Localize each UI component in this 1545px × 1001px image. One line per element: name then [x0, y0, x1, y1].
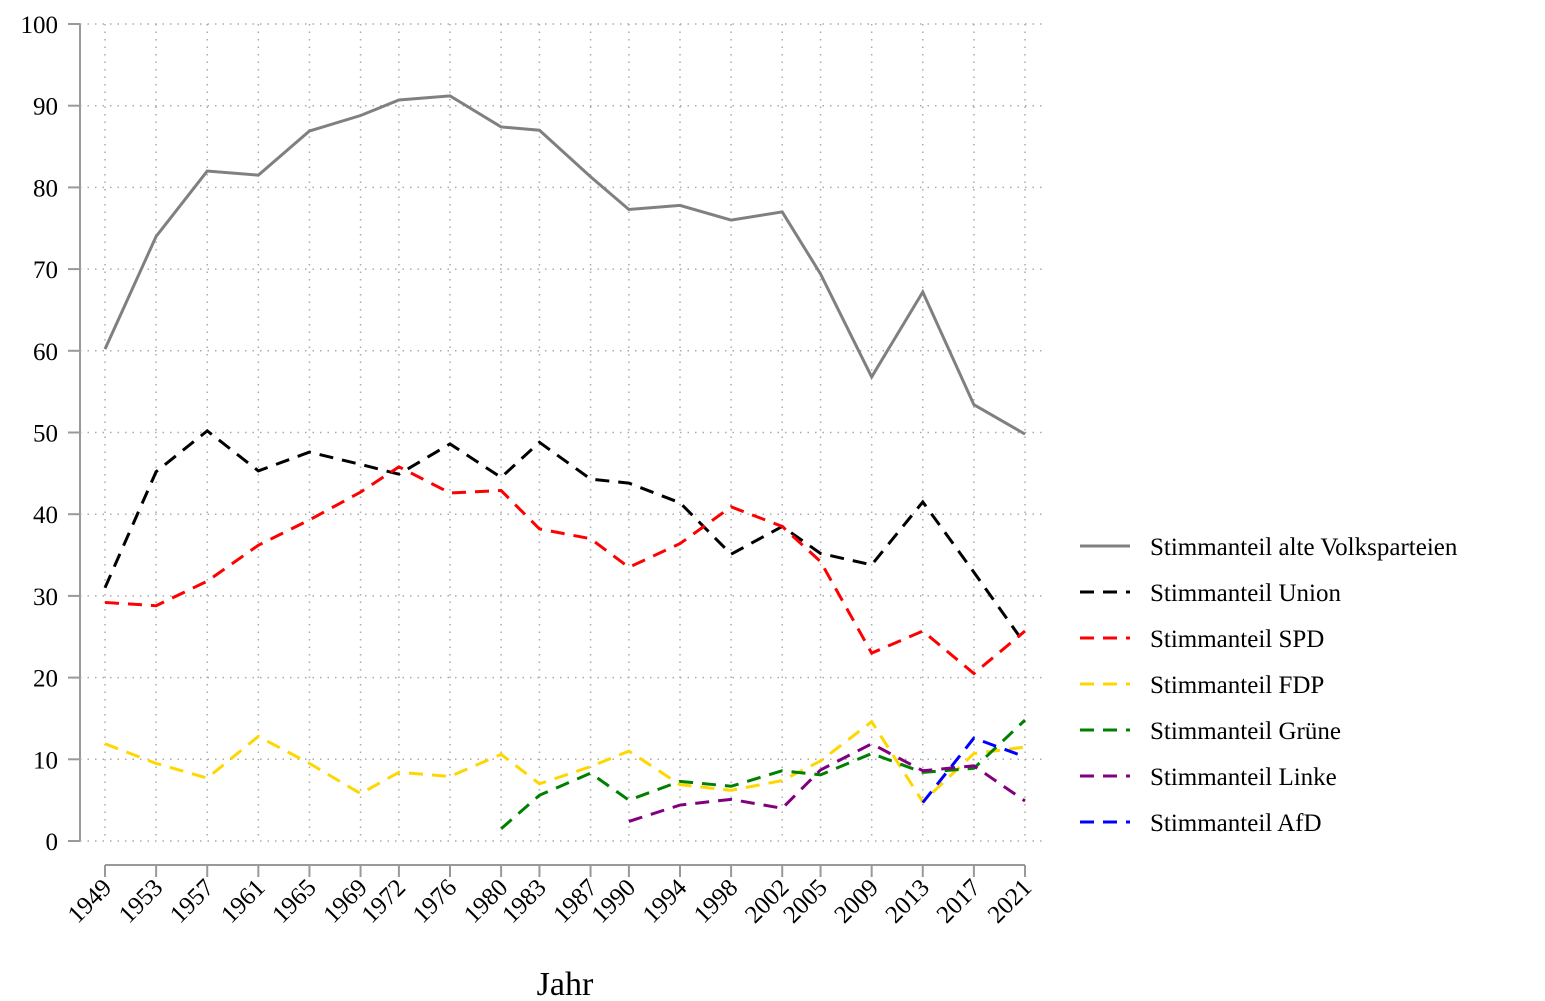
y-tick-label: 90	[33, 94, 58, 121]
x-tick-label: 2005	[778, 874, 832, 928]
y-tick-label: 10	[33, 747, 58, 774]
x-tick-label: 1965	[267, 874, 321, 928]
legend-label: Stimmanteil Union	[1150, 580, 1341, 607]
legend-label: Stimmanteil SPD	[1150, 626, 1324, 653]
x-tick-label: 1949	[63, 874, 117, 928]
legend-label: Stimmanteil Grüne	[1150, 718, 1341, 745]
x-axis-label: Jahr	[537, 966, 594, 1001]
y-tick-label: 30	[33, 584, 58, 611]
series-line	[104, 719, 1026, 805]
legend-label: Stimmanteil FDP	[1150, 672, 1324, 699]
series-line	[103, 94, 1026, 436]
legend-label: Stimmanteil Linke	[1150, 764, 1337, 791]
series-line	[104, 465, 1026, 676]
x-tick-label: 1998	[689, 874, 743, 928]
series-line	[628, 742, 1026, 823]
y-tick-label: 50	[33, 421, 58, 448]
series-line	[921, 736, 1026, 804]
x-tick-label: 1972	[357, 874, 411, 928]
y-tick-label: 100	[21, 12, 59, 39]
x-tick-label: 1976	[408, 874, 462, 928]
y-tick-label: 40	[33, 502, 58, 529]
legend-label: Stimmanteil alte Volksparteien	[1150, 534, 1458, 561]
series-line	[103, 428, 1027, 645]
y-tick-label: 70	[33, 257, 58, 284]
x-tick-label: 2017	[932, 874, 986, 928]
y-tick-label: 80	[33, 175, 58, 202]
x-tick-label: 1961	[216, 874, 270, 928]
y-tick-label: 20	[33, 666, 58, 693]
y-tick-label: 0	[46, 829, 59, 856]
x-tick-label: 1990	[587, 874, 641, 928]
x-tick-label: 2013	[881, 874, 935, 928]
x-tick-label: 2021	[983, 874, 1037, 928]
x-tick-label: 1957	[165, 874, 219, 928]
x-tick-label: 1983	[497, 874, 551, 928]
x-tick-label: 2009	[829, 874, 883, 928]
series-line	[500, 718, 1027, 830]
legend-label: Stimmanteil AfD	[1150, 810, 1322, 837]
x-tick-label: 1994	[638, 874, 693, 929]
x-tick-label: 1953	[114, 874, 168, 928]
y-tick-label: 60	[33, 339, 58, 366]
